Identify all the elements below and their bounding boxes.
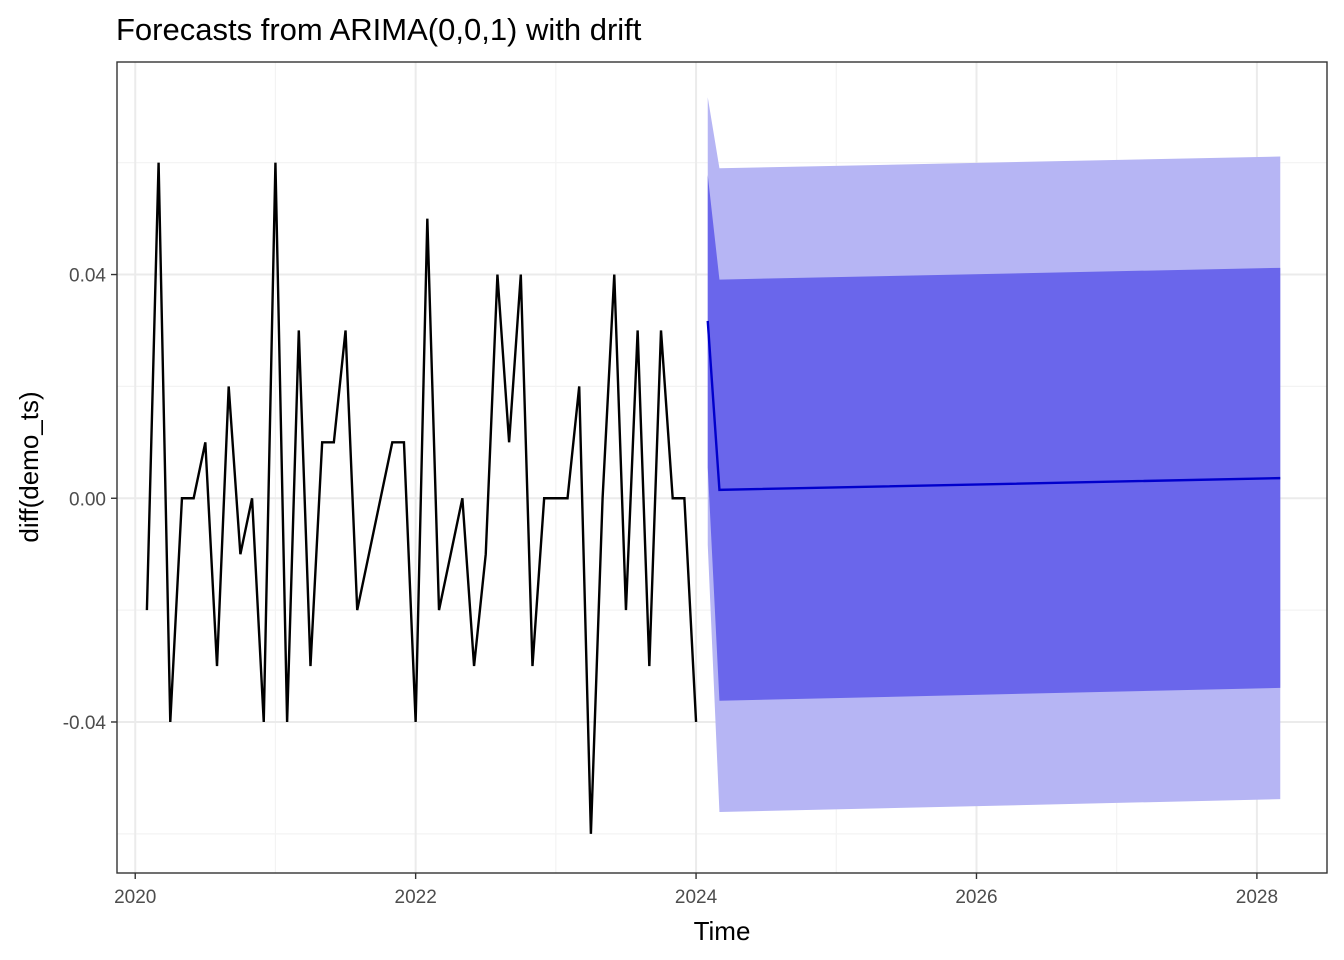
plot-panel	[116, 61, 1328, 874]
y-tick-label: 0.04	[69, 266, 106, 287]
x-tick-label: 2028	[1236, 887, 1278, 908]
forecast-band-80	[707, 174, 1281, 701]
x-axis: 2020 2022 2024 2026 2028	[114, 873, 1278, 908]
observed-series-line	[145, 162, 698, 834]
y-axis: -0.04 0.00 0.04	[63, 266, 117, 734]
panel-border	[116, 61, 1328, 874]
x-axis-title: Time	[694, 916, 751, 946]
x-tick-label: 2020	[114, 887, 156, 908]
series-lines	[145, 162, 1281, 834]
forecast-mean-line	[706, 320, 1281, 492]
forecast-bands	[707, 97, 1281, 813]
chart-title: Forecasts from ARIMA(0,0,1) with drift	[116, 12, 642, 47]
y-axis-title: diff(demo_ts)	[14, 391, 44, 542]
y-tick-label: -0.04	[63, 713, 107, 734]
x-tick-label: 2024	[675, 887, 718, 908]
x-tick-label: 2022	[395, 887, 437, 908]
y-tick-label: 0.00	[69, 489, 106, 510]
x-tick-label: 2026	[955, 887, 997, 908]
